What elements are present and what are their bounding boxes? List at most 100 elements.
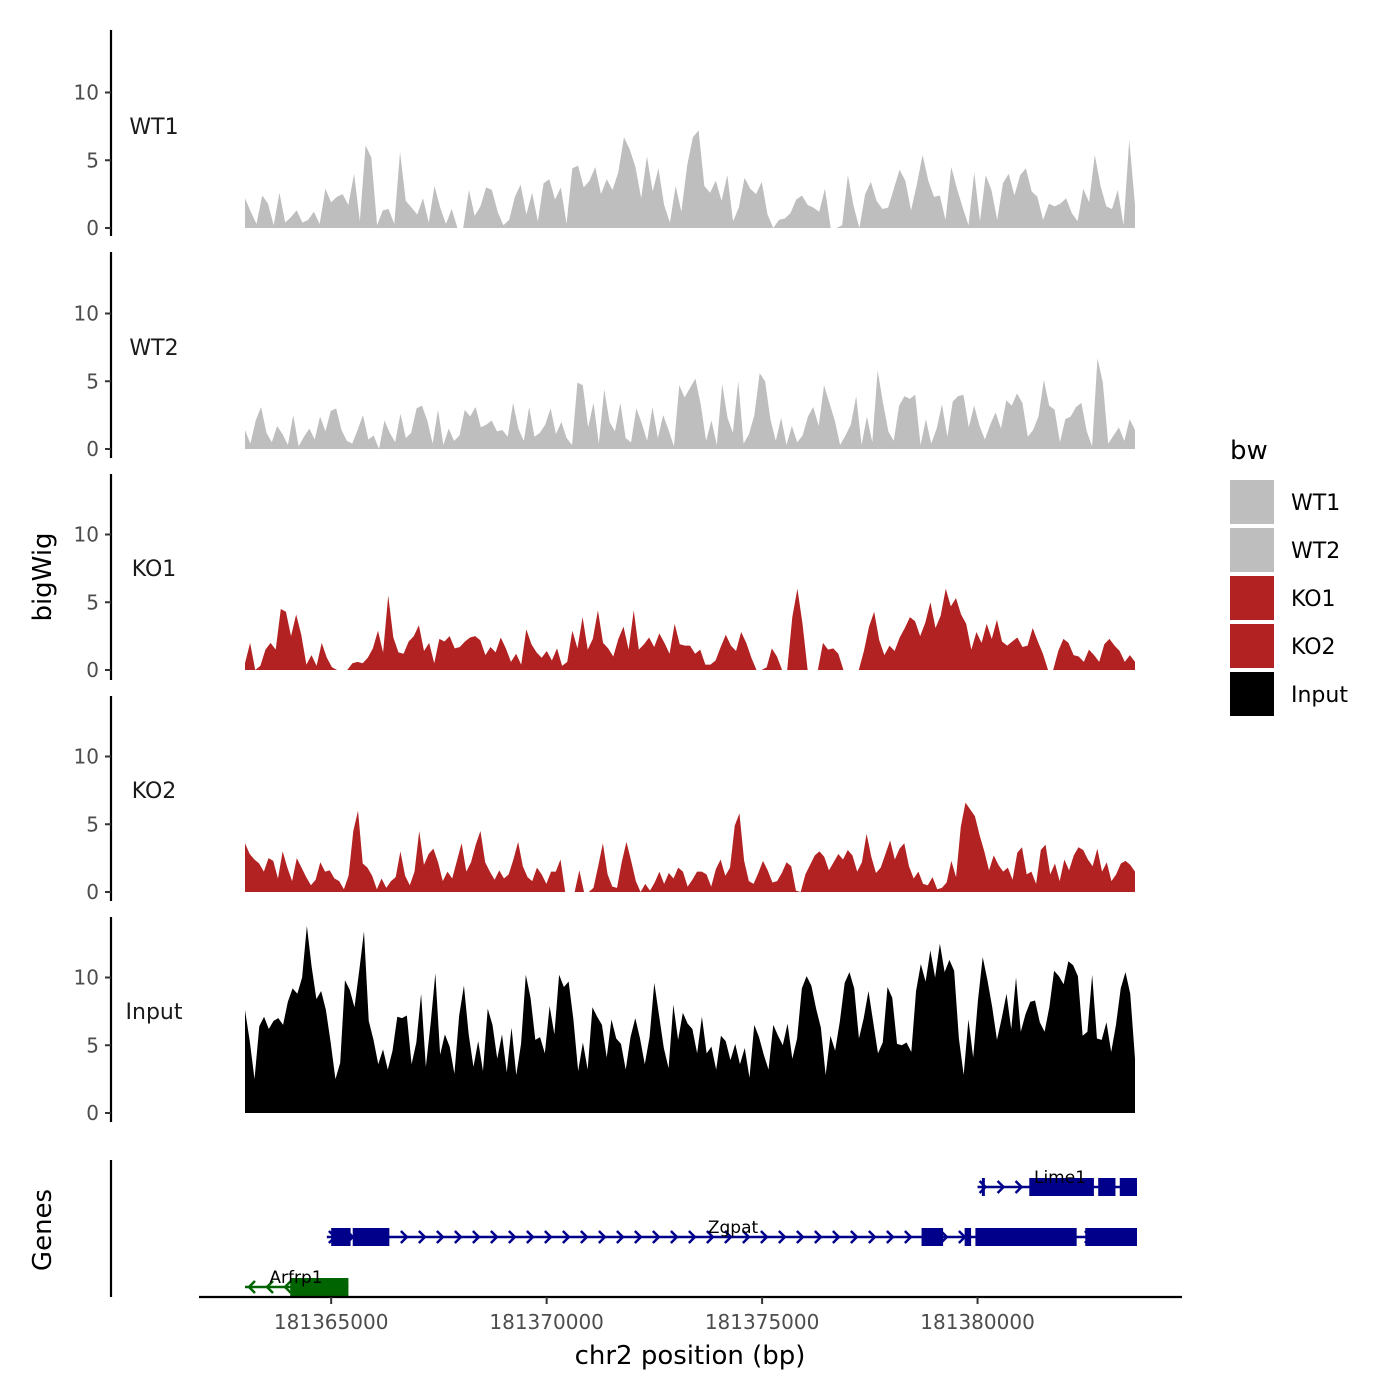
gene-label: Arfrp1 — [269, 1268, 322, 1288]
y-tick-label: 10 — [74, 966, 99, 990]
strand-arrow-icon — [471, 1230, 481, 1244]
strand-arrow-icon — [903, 1230, 913, 1244]
gene-zgpat: Zgpat — [326, 1218, 1137, 1246]
strand-arrow-icon — [507, 1230, 517, 1244]
legend-swatch — [1230, 672, 1274, 716]
y-tick-label: 5 — [86, 590, 99, 614]
gene-exon — [921, 1228, 944, 1246]
strand-arrow-icon — [777, 1230, 787, 1244]
legend-item-input: Input — [1230, 672, 1348, 716]
strand-arrow-icon — [978, 1180, 988, 1194]
gene-exon — [1085, 1228, 1137, 1246]
strand-arrow-icon — [831, 1230, 841, 1244]
strand-arrow-icon — [417, 1230, 427, 1244]
strand-arrow-icon — [723, 1230, 733, 1244]
x-tick-label: 181370000 — [489, 1310, 604, 1334]
strand-arrow-icon — [885, 1230, 895, 1244]
legend-swatch — [1230, 624, 1274, 668]
x-axis: 181365000 181370000 181375000 181380000 — [199, 1295, 1182, 1334]
track-wt2: 0 5 10 WT2 — [74, 252, 1135, 461]
track-label: WT2 — [129, 336, 178, 361]
strand-arrow-icon — [633, 1230, 643, 1244]
x-tick-label: 181375000 — [705, 1310, 820, 1334]
legend-label: WT2 — [1291, 539, 1340, 564]
gene-exon — [331, 1228, 351, 1246]
track-label: KO2 — [132, 779, 177, 804]
y-tick-label: 5 — [86, 812, 99, 836]
y-tick-label: 0 — [86, 1101, 99, 1125]
strand-arrow-icon — [687, 1230, 697, 1244]
strand-arrow-icon — [543, 1230, 553, 1244]
strand-arrow-icon — [741, 1230, 751, 1244]
track-label: KO1 — [132, 557, 177, 582]
coverage-area-ko2 — [245, 802, 1135, 892]
strand-arrow-icon — [651, 1230, 661, 1244]
legend-title: bw — [1230, 436, 1268, 466]
legend-label: WT1 — [1291, 491, 1340, 516]
y-tick-label: 0 — [86, 216, 99, 240]
legend-swatch — [1230, 528, 1274, 572]
strand-arrow-icon — [705, 1230, 715, 1244]
gene-exon — [975, 1228, 1077, 1246]
legend-label: KO1 — [1291, 587, 1336, 612]
strand-arrow-icon — [453, 1230, 463, 1244]
legend-label: Input — [1291, 683, 1348, 708]
bigwig-tracks: 0 5 10 WT1 0 5 10 WT2 0 5 10 KO1 0 5 10 KO2 0 5 10 Input — [74, 30, 1135, 1125]
gene-axis-title: Genes — [28, 1189, 58, 1271]
strand-arrow-icon — [489, 1230, 499, 1244]
coverage-area-wt2 — [245, 358, 1135, 449]
gene-exon — [1029, 1178, 1094, 1196]
gene-exon — [1119, 1178, 1137, 1196]
gene-exon — [290, 1278, 349, 1296]
legend-swatch — [1230, 480, 1274, 524]
strand-arrow-icon — [615, 1230, 625, 1244]
strand-arrow-icon — [561, 1230, 571, 1244]
track-label: Input — [126, 1000, 183, 1025]
legend-item-wt1: WT1 — [1230, 480, 1340, 524]
y-tick-label: 0 — [86, 658, 99, 682]
legend-item-wt2: WT2 — [1230, 528, 1340, 572]
strand-arrow-icon — [579, 1230, 589, 1244]
x-axis-title: chr2 position (bp) — [575, 1341, 806, 1371]
strand-arrow-icon — [759, 1230, 769, 1244]
strand-arrow-icon — [669, 1230, 679, 1244]
strand-arrow-icon — [867, 1230, 877, 1244]
gene-label: Zgpat — [708, 1218, 759, 1238]
legend-item-ko2: KO2 — [1230, 624, 1336, 668]
y-tick-label: 10 — [74, 302, 99, 326]
track-wt1: 0 5 10 WT1 — [74, 30, 1135, 240]
strand-arrow-icon — [996, 1180, 1006, 1194]
y-tick-label: 10 — [74, 523, 99, 547]
gene-arfrp1: Arfrp1 — [245, 1268, 349, 1296]
strand-arrow-icon — [849, 1230, 859, 1244]
track-label: WT1 — [129, 115, 178, 140]
y-tick-label: 5 — [86, 148, 99, 172]
strand-arrow-icon — [597, 1230, 607, 1244]
gene-lime1: Lime1 — [977, 1168, 1137, 1196]
y-tick-label: 0 — [86, 437, 99, 461]
track-ko1: 0 5 10 KO1 — [74, 474, 1135, 682]
strand-arrow-icon — [247, 1280, 256, 1294]
legend-label: KO2 — [1291, 635, 1336, 660]
gene-exon — [981, 1178, 985, 1196]
strand-arrow-icon — [1014, 1180, 1024, 1194]
coverage-area-input — [245, 926, 1135, 1113]
track-input: 0 5 10 Input — [74, 917, 1135, 1125]
legend: bw WT1 WT2 KO1 KO2 Input — [1230, 436, 1348, 716]
strand-arrow-icon — [399, 1230, 409, 1244]
x-tick-label: 181365000 — [274, 1310, 389, 1334]
gene-label: Lime1 — [1034, 1168, 1086, 1188]
strand-arrow-icon — [283, 1280, 292, 1294]
y-axis-title: bigWig — [28, 532, 58, 621]
coverage-area-wt1 — [245, 130, 1135, 228]
y-tick-label: 0 — [86, 880, 99, 904]
gene-exon — [964, 1228, 972, 1246]
y-tick-label: 5 — [86, 1033, 99, 1057]
gene-exon — [1098, 1178, 1116, 1196]
track-ko2: 0 5 10 KO2 — [74, 696, 1135, 904]
gene-track: Arfrp1 Zgpat Lime1 — [109, 1160, 1137, 1297]
strand-arrow-icon — [795, 1230, 805, 1244]
x-tick-label: 181380000 — [920, 1310, 1035, 1334]
strand-arrow-icon — [525, 1230, 535, 1244]
